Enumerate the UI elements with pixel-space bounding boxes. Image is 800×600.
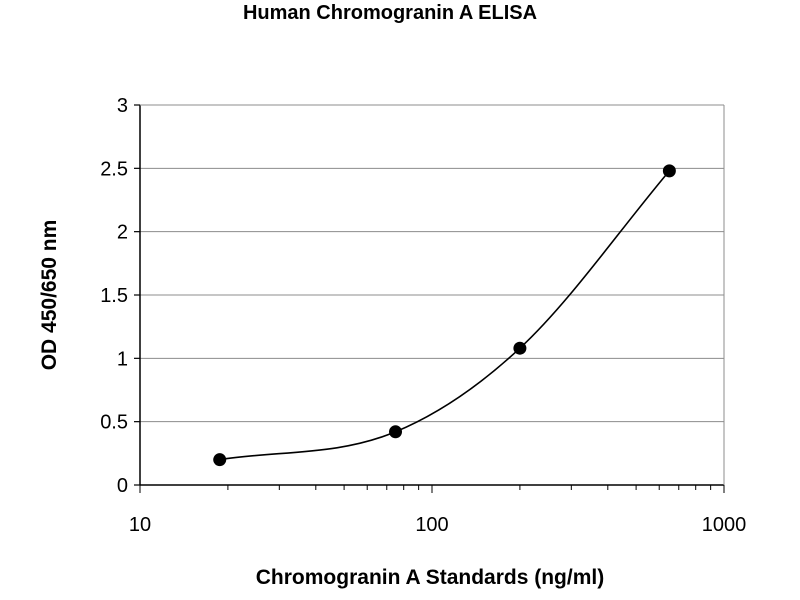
y-tick-label: 1.5 — [100, 285, 128, 307]
y-tick-label: 2 — [117, 222, 128, 244]
tick-labels: 0 0.5 1 1.5 2 2.5 3 10 100 1000 — [100, 95, 746, 536]
data-point — [662, 164, 676, 178]
data-point — [389, 425, 403, 439]
y-tick-label: 0 — [117, 475, 128, 497]
x-axis-title: Chromogranin A Standards (ng/ml) — [256, 566, 604, 589]
y-tick-label: 0.5 — [100, 412, 128, 434]
x-tick-label: 1000 — [702, 514, 747, 536]
x-tick-label: 10 — [129, 514, 151, 536]
fit-curve — [219, 170, 670, 461]
x-tick-label: 100 — [415, 514, 448, 536]
y-tick-label: 1 — [117, 348, 128, 370]
y-tick-label: 3 — [117, 95, 128, 117]
data-point — [513, 341, 527, 355]
y-axis-title: OD 450/650 nm — [38, 220, 61, 371]
chart-title: Human Chromogranin A ELISA — [242, 2, 538, 24]
data-points — [213, 164, 676, 467]
y-tick-label: 2.5 — [100, 158, 128, 180]
gridlines — [140, 104, 724, 423]
data-point — [213, 453, 227, 467]
axes — [134, 104, 725, 493]
fit-curve-line — [219, 170, 670, 461]
